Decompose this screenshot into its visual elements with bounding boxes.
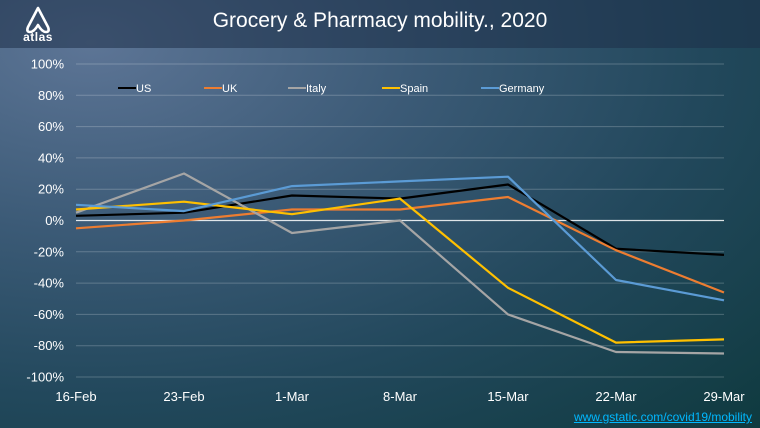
y-tick-label: -100%	[26, 370, 64, 385]
y-tick-label: 100%	[31, 57, 65, 72]
y-tick-label: 20%	[38, 182, 64, 197]
series-line-uk	[75, 195, 725, 294]
y-tick-label: 60%	[38, 119, 64, 134]
logo-text: atlas	[23, 30, 53, 44]
legend-label-spain: Spain	[400, 83, 428, 95]
legend-label-germany: Germany	[499, 83, 545, 95]
legend-label-uk: UK	[222, 83, 238, 95]
x-tick-label: 22-Mar	[595, 389, 637, 404]
source-link[interactable]: www.gstatic.com/covid19/mobility	[573, 410, 752, 424]
series-line-italy	[75, 172, 725, 355]
y-tick-label: 0%	[45, 213, 64, 228]
atlas-logo-icon	[26, 6, 50, 34]
chart-title: Grocery & Pharmacy mobility., 2020	[212, 9, 548, 32]
x-tick-label: 29-Mar	[703, 389, 745, 404]
header-bar: atlas Grocery & Pharmacy mobility., 2020	[0, 0, 760, 48]
y-tick-label: 40%	[38, 150, 64, 165]
legend-label-us: US	[136, 83, 151, 95]
y-tick-label: -60%	[34, 307, 65, 322]
x-tick-label: 15-Mar	[487, 389, 529, 404]
series-line-germany	[75, 175, 725, 302]
y-tick-label: -80%	[34, 338, 65, 353]
y-tick-label: 80%	[38, 88, 64, 103]
x-tick-label: 23-Feb	[163, 389, 204, 404]
x-axis-ticks: 16-Feb 23-Feb 1-Mar 8-Mar 15-Mar 22-Mar 29-Mar	[55, 389, 745, 404]
legend: US UK Italy Spain Germany	[118, 83, 545, 95]
x-tick-label: 16-Feb	[55, 389, 96, 404]
x-tick-label: 8-Mar	[383, 389, 418, 404]
legend-label-italy: Italy	[306, 83, 327, 95]
series-lines	[75, 172, 725, 355]
y-axis-ticks: 100% 80% 60% 40% 20% 0% -20% -40% -60% -80% -100%	[26, 57, 64, 385]
series-line-spain	[75, 197, 725, 344]
y-tick-label: -20%	[34, 244, 65, 259]
y-tick-label: -40%	[34, 276, 65, 291]
x-tick-label: 1-Mar	[275, 389, 310, 404]
